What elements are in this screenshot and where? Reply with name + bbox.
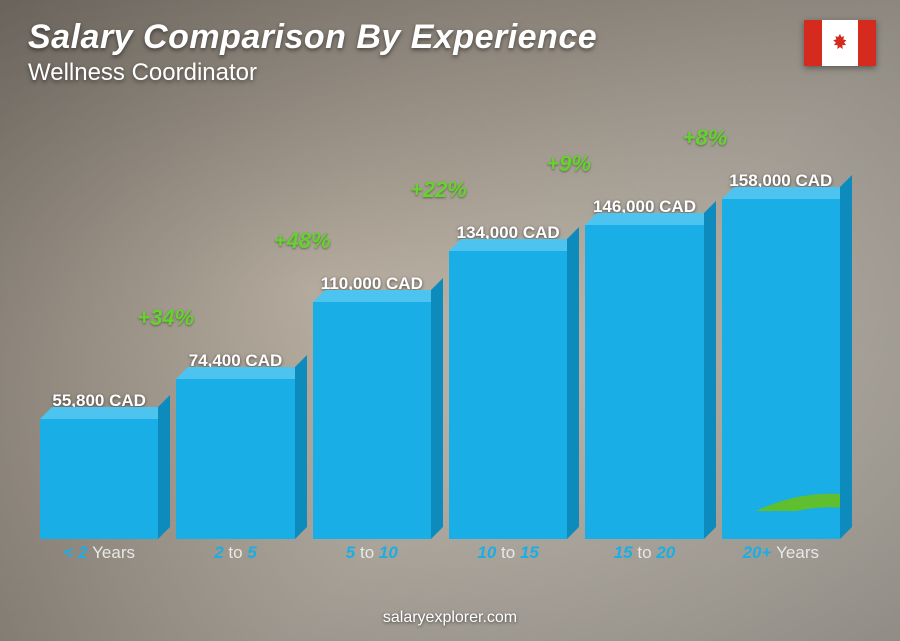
bar-front-face	[313, 302, 431, 539]
bar	[176, 379, 294, 539]
x-axis-label: 5 to 10	[313, 543, 431, 571]
x-axis-label: 20+ Years	[722, 543, 840, 571]
bar-top-face	[449, 239, 579, 251]
footer-attribution: salaryexplorer.com	[0, 609, 900, 627]
bar-side-face	[840, 175, 852, 539]
bar-slot: 146,000 CAD	[585, 111, 703, 539]
chart-subtitle: Wellness Coordinator	[28, 59, 597, 87]
title-block: Salary Comparison By Experience Wellness…	[28, 18, 597, 87]
chart-title: Salary Comparison By Experience	[28, 18, 597, 57]
growth-arc-label: +9%	[546, 151, 591, 177]
bar	[449, 251, 567, 539]
bar	[40, 419, 158, 539]
bar-side-face	[158, 395, 170, 539]
bar	[313, 302, 431, 539]
bar-slot: 110,000 CAD	[313, 111, 431, 539]
bar-top-face	[313, 290, 443, 302]
x-axis-label: 10 to 15	[449, 543, 567, 571]
growth-arc-label: +34%	[137, 305, 194, 331]
bar	[722, 199, 840, 539]
growth-arc-label: +48%	[274, 228, 331, 254]
x-axis-label: < 2 Years	[40, 543, 158, 571]
bar-side-face	[704, 201, 716, 539]
bar-front-face	[176, 379, 294, 539]
bar-front-face	[585, 225, 703, 539]
bar-front-face	[40, 419, 158, 539]
bar-chart: 55,800 CAD74,400 CAD110,000 CAD134,000 C…	[40, 111, 840, 571]
infographic-canvas: Salary Comparison By Experience Wellness…	[0, 0, 900, 641]
bar-top-face	[176, 367, 306, 379]
x-axis-label: 15 to 20	[585, 543, 703, 571]
bar-slot: 158,000 CAD	[722, 111, 840, 539]
bar	[585, 225, 703, 539]
bar-top-face	[585, 213, 715, 225]
growth-arc-label: +8%	[683, 125, 728, 151]
bar-top-face	[722, 187, 852, 199]
flag-band-right	[858, 20, 876, 66]
x-axis-label: 2 to 5	[176, 543, 294, 571]
bar-side-face	[431, 278, 443, 539]
bar-front-face	[449, 251, 567, 539]
bar-side-face	[567, 227, 579, 539]
bar-side-face	[295, 355, 307, 539]
bar-front-face	[722, 199, 840, 539]
bar-top-face	[40, 407, 170, 419]
growth-arc-label: +22%	[410, 177, 467, 203]
flag-band-left	[804, 20, 822, 66]
country-flag	[804, 20, 876, 66]
x-axis-labels: < 2 Years 2 to 5 5 to 10 10 to 15 15 to 20 20…	[40, 543, 840, 571]
flag-center	[822, 20, 858, 66]
maple-leaf-icon	[829, 32, 851, 54]
